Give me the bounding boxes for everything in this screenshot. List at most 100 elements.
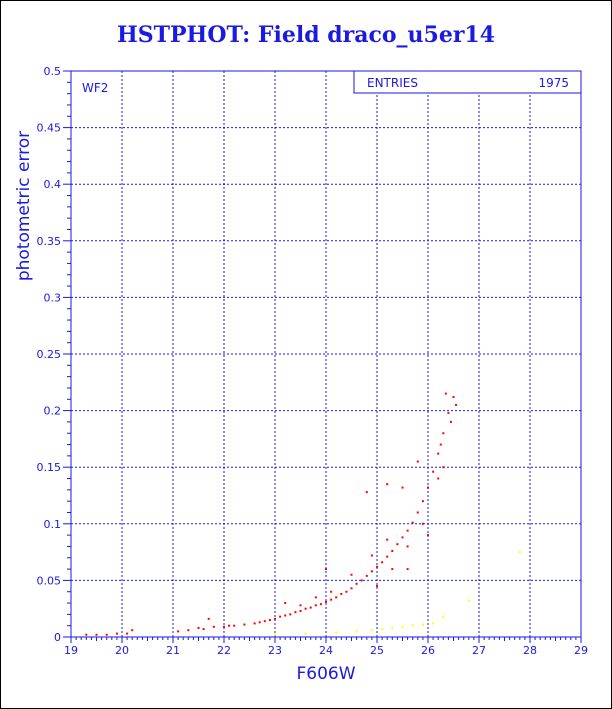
data-point: [279, 615, 282, 618]
data-point: [289, 613, 292, 616]
data-point: [442, 466, 445, 469]
data-point: [437, 452, 440, 455]
data-point: [386, 538, 389, 541]
data-point: [330, 598, 333, 601]
data-point: [396, 543, 399, 546]
data-point: [406, 568, 409, 571]
data-point: [365, 491, 368, 494]
data-point: [401, 486, 404, 489]
grid-lines: [70, 70, 582, 638]
data-point: [299, 604, 302, 607]
data-point: [437, 477, 440, 480]
data-point: [345, 590, 348, 593]
data-point: [391, 626, 394, 629]
data-point: [365, 574, 368, 577]
data-point: [432, 470, 435, 473]
data-point: [309, 606, 312, 609]
data-point: [350, 587, 353, 590]
data-point: [284, 602, 287, 605]
data-point: [518, 551, 521, 554]
data-point: [416, 511, 419, 514]
data-point: [376, 585, 378, 588]
x-tick-label: 25: [370, 644, 384, 657]
y-tick-label: 0.45: [37, 122, 62, 135]
data-point: [386, 483, 389, 486]
data-point: [370, 629, 373, 632]
y-axis-title: photometric error: [14, 131, 34, 281]
data-point: [442, 615, 445, 618]
data-point: [314, 604, 317, 607]
data-point: [274, 633, 276, 636]
axis-ticks: 19 20 21 22 23 24 25 26 27 28 29 0 0.05 0.1 0.15 0.2 0.2…: [37, 65, 589, 657]
data-point: [95, 633, 98, 636]
stats-entries-value: 1975: [538, 76, 569, 90]
data-point: [314, 596, 317, 599]
data-point: [335, 631, 338, 634]
data-point: [258, 621, 261, 624]
data-point: [284, 614, 287, 617]
data-point: [268, 619, 271, 622]
data-point: [391, 568, 394, 571]
x-tick-label: 24: [319, 644, 333, 657]
data-point: [421, 623, 424, 626]
y-tick-label: 0.1: [44, 518, 62, 531]
y-tick-label: 0.15: [37, 461, 62, 474]
data-point: [449, 420, 452, 423]
panel-label: WF2: [82, 81, 108, 95]
y-tick-label: 0.35: [37, 235, 62, 248]
data-point: [360, 579, 363, 582]
data-point: [370, 554, 373, 557]
data-point: [187, 629, 190, 632]
data-point: [299, 609, 302, 612]
data-point: [197, 626, 200, 629]
data-point: [386, 555, 389, 558]
data-point: [233, 624, 236, 627]
stats-entries-label: ENTRIES: [367, 76, 418, 90]
data-point: [340, 592, 343, 595]
x-tick-label: 22: [217, 644, 231, 657]
data-point: [207, 617, 210, 620]
chart-title: HSTPHOT: Field draco_u5er14: [116, 22, 496, 48]
x-tick-label: 19: [64, 644, 78, 657]
data-point: [439, 443, 442, 446]
data-point: [126, 632, 129, 635]
data-point: [253, 622, 256, 625]
data-point: [304, 607, 307, 610]
data-point: [370, 570, 373, 573]
data-point: [455, 403, 458, 406]
data-point: [319, 603, 322, 606]
data-point: [391, 549, 394, 552]
x-tick-label: 29: [574, 644, 588, 657]
y-tick-label: 0.2: [44, 405, 62, 418]
y-tick-label: 0.5: [44, 65, 62, 78]
data-point: [376, 565, 378, 568]
data-point: [350, 573, 353, 576]
x-tick-label: 21: [166, 644, 180, 657]
data-point: [406, 529, 409, 532]
y-tick-label: 0.25: [37, 348, 62, 361]
data-point: [401, 536, 404, 539]
data-point: [381, 561, 384, 564]
x-tick-label: 26: [421, 644, 435, 657]
data-point: [325, 568, 327, 571]
data-point: [421, 522, 424, 525]
x-tick-label: 20: [115, 644, 129, 657]
data-point: [131, 629, 134, 632]
data-point: [202, 628, 205, 631]
x-tick-label: 23: [268, 644, 282, 657]
data-point: [406, 545, 409, 548]
data-point: [416, 460, 419, 463]
y-tick-label: 0.3: [44, 291, 62, 304]
data-point: [115, 632, 118, 635]
data-point: [447, 411, 450, 414]
y-tick-label: 0.05: [37, 574, 62, 587]
data-point: [411, 624, 414, 627]
stats-box: [353, 70, 582, 94]
data-point: [355, 630, 358, 633]
data-point: [325, 600, 327, 603]
data-point: [442, 432, 445, 435]
data-point: [355, 582, 358, 585]
data-point: [243, 623, 246, 626]
data-point: [421, 500, 424, 503]
